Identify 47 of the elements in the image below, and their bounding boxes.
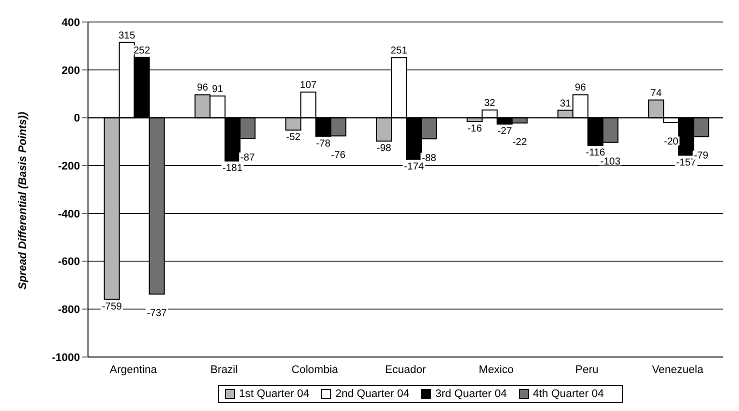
- data-label: -174: [404, 161, 424, 172]
- legend-label: 4th Quarter 04: [532, 388, 604, 400]
- data-label: -52: [286, 132, 301, 144]
- data-label: -22: [512, 136, 528, 148]
- data-label: -16: [467, 124, 482, 135]
- x-tick-label: Mexico: [478, 364, 514, 376]
- x-tick-label: Argentina: [110, 364, 158, 376]
- data-label: 107: [300, 80, 318, 92]
- legend-label: 3rd Quarter 04: [434, 388, 507, 400]
- y-tick-label: 0: [74, 112, 80, 125]
- y-tick-label: -1000: [52, 352, 80, 364]
- y-tick-label: 400: [62, 16, 80, 29]
- data-label: 315: [118, 30, 136, 42]
- data-label: 91: [212, 84, 224, 95]
- data-label: -79: [694, 150, 709, 162]
- data-label: 32: [484, 98, 496, 110]
- data-label: 251: [390, 46, 408, 57]
- x-tick-label: Peru: [575, 364, 599, 376]
- y-axis-title: Spread Differential (Basis Points)): [16, 111, 29, 290]
- data-label: 96: [196, 82, 209, 94]
- data-label: 74: [650, 88, 662, 100]
- y-tick-label: -800: [58, 304, 80, 316]
- x-tick-label: Ecuador: [385, 364, 426, 376]
- legend-label: 1st Quarter 04: [238, 388, 310, 400]
- data-label: -759: [102, 301, 122, 312]
- y-tick-label: -400: [58, 208, 80, 220]
- data-label: -116: [586, 147, 606, 158]
- data-label: 96: [574, 82, 586, 94]
- data-label: -27: [497, 126, 512, 138]
- x-tick-label: Colombia: [292, 364, 339, 376]
- x-tick-label: Venezuela: [652, 364, 704, 376]
- legend-label: 2nd Quarter 04: [334, 388, 410, 400]
- data-label: -76: [331, 150, 346, 161]
- data-label: -103: [600, 156, 621, 168]
- data-label: 31: [560, 98, 572, 110]
- data-label: -737: [146, 308, 168, 320]
- y-tick-label: 200: [62, 64, 80, 77]
- x-tick-label: Brazil: [210, 364, 238, 376]
- data-label: -20: [664, 136, 679, 148]
- data-label: -88: [422, 152, 437, 164]
- data-label: -87: [240, 152, 256, 164]
- data-label: -181: [222, 163, 243, 174]
- data-label: -98: [376, 143, 392, 154]
- y-tick-label: -200: [58, 160, 80, 172]
- y-tick-label: -600: [58, 256, 80, 268]
- data-label: -78: [316, 138, 331, 150]
- data-label: 252: [133, 45, 151, 56]
